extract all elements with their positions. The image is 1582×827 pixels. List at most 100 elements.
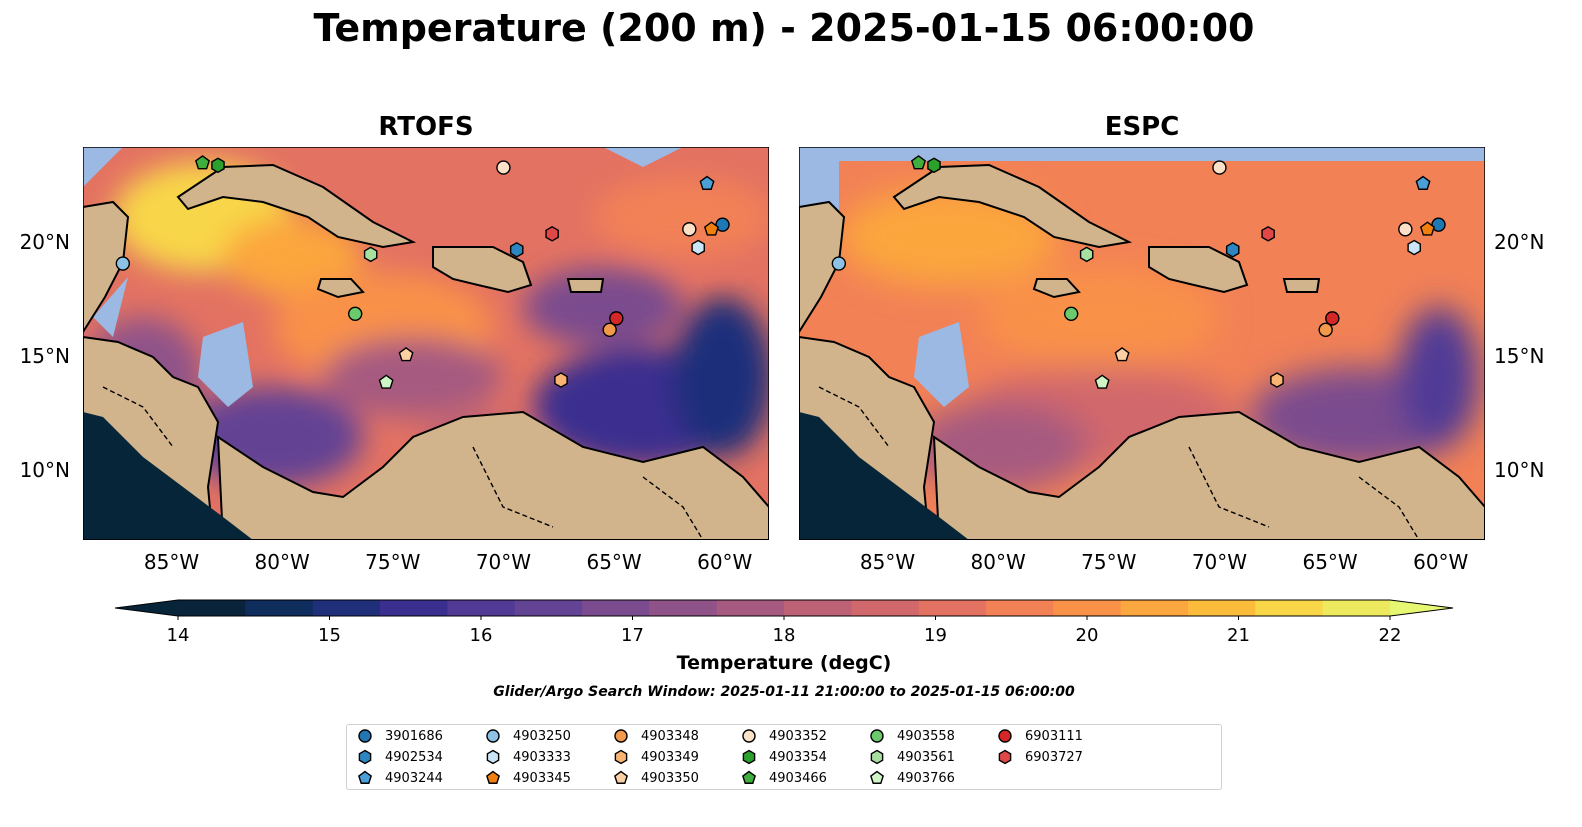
float-marker-4903349 [1270, 372, 1284, 388]
colorbar-segment [514, 600, 583, 616]
colorbar-segment [178, 600, 246, 616]
legend-label: 4902534 [385, 749, 443, 765]
colorbar-tick-label: 16 [469, 625, 493, 646]
float-marker-4903466 [194, 155, 210, 170]
float-marker-4903766 [1094, 374, 1110, 389]
lat-tick-label: 15°N [19, 344, 70, 369]
colorbar-segment [784, 600, 852, 616]
colorbar-tick-label: 15 [318, 625, 341, 646]
float-legend: 3901686 4902534 4903244 4903250 4903333 49033… [346, 724, 1222, 790]
colorbar-segment [1322, 600, 1391, 616]
legend-label: 4903354 [769, 749, 827, 765]
float-marker [1212, 160, 1227, 175]
colorbar-segment [851, 600, 920, 616]
float-marker-4903250 [115, 256, 131, 271]
colorbar-tick-label: 18 [772, 625, 796, 646]
legend-item: 3901686 [357, 726, 443, 746]
float-marker-4902534 [1225, 241, 1240, 258]
legend-marker-icon [358, 770, 372, 784]
colorbar-segment [986, 600, 1054, 616]
legend-label: 4903250 [513, 728, 571, 744]
float-marker-4903558 [347, 306, 363, 321]
legend-item: 6903727 [997, 747, 1083, 767]
legend-marker-icon [742, 770, 756, 784]
legend-item: 4903348 [613, 726, 699, 746]
colorbar-tick-label: 14 [166, 625, 190, 646]
legend-label: 4903333 [513, 749, 571, 765]
legend-marker-icon [742, 749, 756, 765]
legend-label: 4903345 [513, 770, 571, 786]
legend-item: 4903352 [741, 726, 827, 746]
float-marker-4903348 [602, 322, 617, 337]
colorbar-tick-label: 19 [924, 625, 947, 646]
legend-label: 4903352 [769, 728, 827, 744]
float-marker-4903561 [363, 246, 378, 263]
float-marker-4903354 [211, 157, 225, 174]
colorbar-segment [1255, 600, 1324, 616]
lon-tick-label: 75°W [365, 550, 421, 574]
legend-label: 4903244 [385, 770, 443, 786]
legend-item: 6903111 [997, 726, 1083, 746]
float-marker-4903345 [703, 221, 719, 236]
search-window-text: Glider/Argo Search Window: 2025-01-11 21… [493, 684, 1075, 700]
float-marker-6903111 [1325, 311, 1340, 326]
legend-label: 6903111 [1025, 728, 1083, 744]
legend-label: 4903561 [897, 749, 955, 765]
float-marker-6903727 [545, 226, 559, 242]
float-marker-4903333 [1407, 239, 1421, 256]
legend-item: 4903558 [869, 726, 955, 746]
float-marker-4903766 [378, 374, 394, 389]
lon-tick-label: 70°W [475, 550, 532, 574]
float-marker-6903111 [609, 311, 624, 326]
colorbar-tick-label: 21 [1227, 625, 1250, 646]
float-marker-4903558 [1063, 306, 1079, 321]
shallow-shelf [83, 147, 683, 407]
figure-title: Temperature (200 m) - 2025-01-15 06:00:0… [313, 6, 1255, 50]
legend-item: 4903766 [869, 768, 955, 788]
legend-marker-icon [870, 770, 884, 784]
legend-label: 6903727 [1025, 749, 1083, 765]
legend-label: 4903348 [641, 728, 699, 744]
legend-label: 3901686 [385, 728, 443, 744]
float-markers [115, 155, 730, 389]
lon-tick-label: 60°W [697, 550, 753, 574]
lon-tick-label: 60°W [1413, 550, 1469, 574]
float-marker-4903350 [398, 347, 414, 362]
lon-tick-label: 80°W [970, 550, 1026, 574]
legend-item: 4903333 [485, 747, 571, 767]
panel-title-rtofs: RTOFS [378, 112, 474, 142]
lat-tick-label: 15°N [1494, 344, 1545, 369]
colorbar-segment [312, 600, 381, 616]
float-marker-4903352 [1398, 222, 1413, 237]
lat-tick-label: 20°N [1494, 229, 1545, 254]
map-panel-rtofs [83, 147, 769, 540]
colorbar-tick-label: 17 [621, 625, 644, 646]
legend-marker-icon [358, 749, 372, 765]
float-marker-4903561 [1079, 246, 1094, 263]
lon-tick-label: 65°W [1302, 550, 1358, 574]
float-markers [831, 155, 1446, 389]
float-marker-3901686 [715, 217, 730, 232]
colorbar [115, 599, 1454, 620]
legend-marker-icon [358, 729, 372, 743]
colorbar-segment [1053, 600, 1122, 616]
legend-label: 4903466 [769, 770, 827, 786]
pacific-ocean [799, 412, 969, 540]
colorbar-segment [245, 600, 314, 616]
panel-title-espc: ESPC [1104, 112, 1180, 142]
colorbar-segment [1188, 600, 1256, 616]
legend-marker-icon [614, 729, 628, 743]
float-marker-4902534 [509, 241, 524, 258]
float-marker-4903354 [927, 157, 941, 174]
legend-item: 4903349 [613, 747, 699, 767]
legend-marker-icon [870, 729, 884, 743]
legend-marker-icon [998, 749, 1012, 765]
legend-marker-icon [742, 729, 756, 743]
legend-item: 4903561 [869, 747, 955, 767]
lat-tick-label: 20°N [19, 229, 70, 254]
legend-item: 4903350 [613, 768, 699, 788]
legend-item: 4903345 [485, 768, 571, 788]
float-marker-4903244 [699, 175, 715, 190]
legend-marker-icon [870, 749, 884, 765]
no-data-band [799, 147, 1485, 161]
